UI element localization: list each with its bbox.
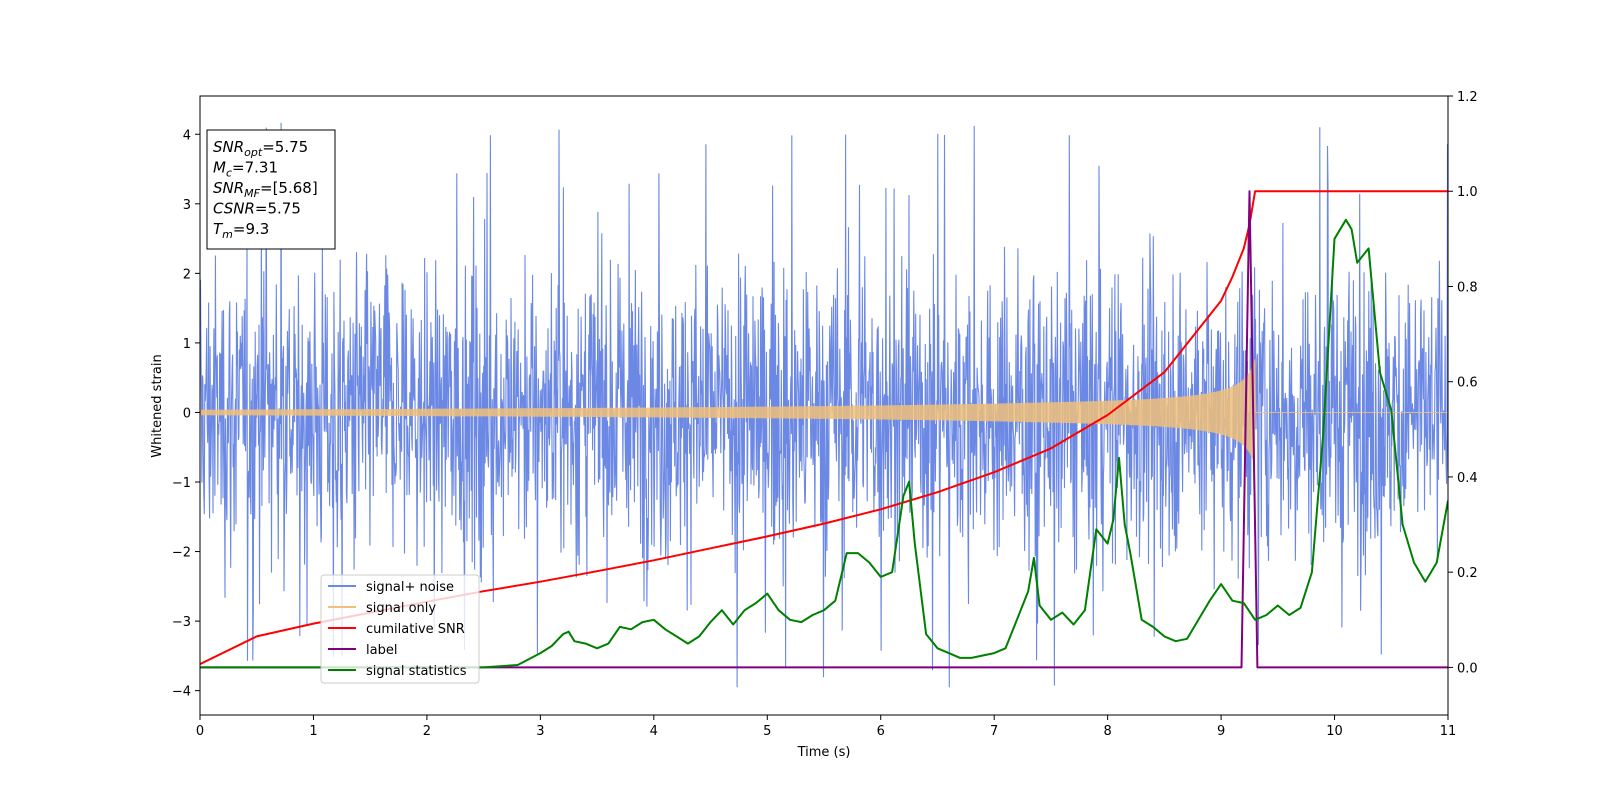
x-tick-label: 3 bbox=[536, 724, 544, 739]
x-tick-label: 2 bbox=[423, 724, 431, 739]
y-tick-label-right: 1.0 bbox=[1457, 185, 1478, 200]
series-line-label bbox=[200, 190, 1448, 669]
y-axis-right: 0.0 0.2 0.4 0.6 0.8 1.0 1.2 bbox=[1448, 90, 1478, 676]
y-tick-label-left: −2 bbox=[172, 546, 191, 561]
x-tick-label: 10 bbox=[1326, 724, 1343, 739]
x-tick-label: 4 bbox=[650, 724, 658, 739]
y-tick-label-left: −4 bbox=[172, 685, 191, 700]
legend-entry: signal statistics bbox=[366, 664, 467, 679]
annotation-line: Tm=9.3 bbox=[213, 220, 269, 241]
y-tick-label-left: 1 bbox=[183, 337, 191, 352]
y-tick-label-left: 4 bbox=[183, 128, 191, 143]
series-line-signal-only bbox=[200, 359, 1448, 466]
y-tick-label-left: 3 bbox=[183, 198, 191, 213]
y-tick-label-right: 0.4 bbox=[1457, 471, 1478, 486]
annotation-frame bbox=[206, 129, 336, 250]
x-tick-label: 9 bbox=[1217, 724, 1225, 739]
x-axis-label: Time (s) bbox=[797, 745, 851, 760]
y-tick-label-left: 2 bbox=[183, 267, 191, 282]
y-axis-label: Whitened strain bbox=[150, 354, 165, 457]
legend-entry: signal only bbox=[366, 601, 436, 616]
plot-frame bbox=[199, 95, 1449, 716]
series-line-signal-statistics bbox=[200, 218, 1448, 669]
y-tick-label-left: −3 bbox=[172, 615, 191, 630]
x-tick-label: 8 bbox=[1103, 724, 1111, 739]
y-tick-label-right: 0.0 bbox=[1457, 661, 1478, 676]
y-tick-label-right: 0.8 bbox=[1457, 280, 1478, 295]
y-axis-left: −4 −3 −2 −1 0 1 2 3 4 bbox=[172, 128, 200, 700]
legend-entry: signal+ noise bbox=[366, 580, 454, 595]
x-tick-label: 1 bbox=[309, 724, 317, 739]
x-tick-label: 11 bbox=[1440, 724, 1457, 739]
annotation-line: SNRMF=[5.68] bbox=[213, 179, 318, 200]
annotation-line: CSNR=5.75 bbox=[213, 200, 301, 218]
y-tick-label-right: 0.6 bbox=[1457, 376, 1478, 391]
legend-entry: label bbox=[366, 643, 397, 658]
y-tick-label-left: 0 bbox=[183, 406, 191, 421]
legend-frame bbox=[320, 574, 480, 684]
x-tick-label: 6 bbox=[877, 724, 885, 739]
annotation-line: Mc=7.31 bbox=[213, 159, 278, 180]
x-axis: 0 1 2 3 4 5 6 7 8 9 10 11 bbox=[196, 715, 1456, 739]
y-tick-label-right: 0.2 bbox=[1457, 566, 1478, 581]
x-tick-label: 7 bbox=[990, 724, 998, 739]
legend: signal+ noise signal only cumilative SNR la… bbox=[320, 574, 480, 684]
y-tick-label-left: −1 bbox=[172, 476, 191, 491]
annotation-line: SNRopt=5.75 bbox=[213, 138, 308, 159]
x-tick-label: 0 bbox=[196, 724, 204, 739]
legend-entry: cumilative SNR bbox=[366, 622, 465, 637]
y-tick-label-right: 1.2 bbox=[1457, 90, 1478, 105]
x-tick-label: 5 bbox=[763, 724, 771, 739]
